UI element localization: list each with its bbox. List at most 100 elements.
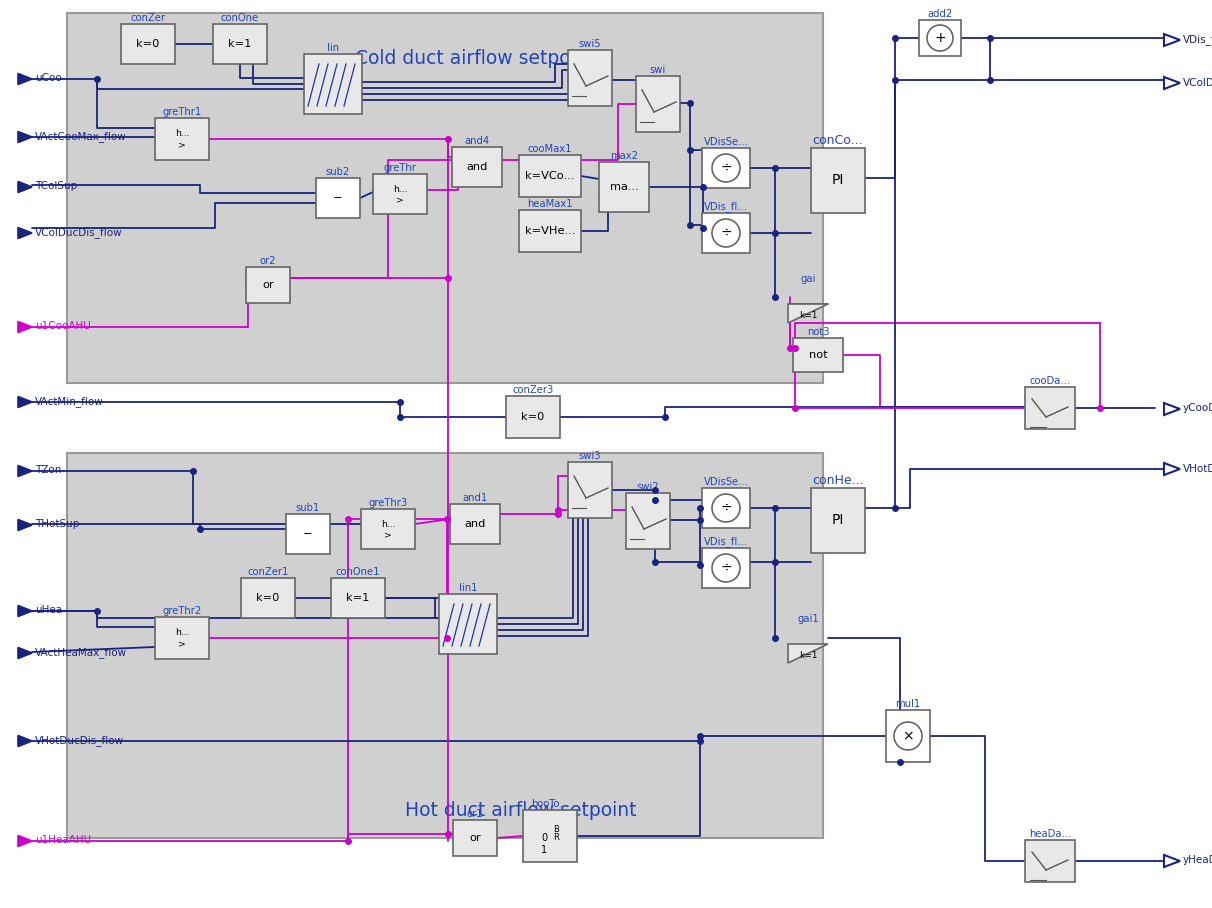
- Text: and: and: [464, 519, 486, 529]
- Circle shape: [711, 554, 741, 582]
- Text: −: −: [333, 193, 343, 203]
- Text: VDis_fl...: VDis_fl...: [704, 536, 748, 547]
- Text: VDisSe...: VDisSe...: [703, 137, 749, 147]
- Text: greThr3: greThr3: [368, 498, 407, 508]
- Text: VActMin_flow: VActMin_flow: [35, 396, 104, 407]
- Text: h...: h...: [381, 519, 395, 528]
- Polygon shape: [18, 74, 32, 84]
- Bar: [121, 24, 175, 64]
- Text: TColSup: TColSup: [35, 181, 78, 191]
- Bar: [67, 13, 823, 383]
- Text: +: +: [934, 31, 945, 45]
- Circle shape: [711, 154, 741, 182]
- Text: ÷: ÷: [720, 561, 732, 575]
- Text: swi2: swi2: [636, 482, 659, 492]
- Polygon shape: [18, 132, 32, 143]
- Bar: [568, 462, 612, 518]
- Text: conCo...: conCo...: [813, 134, 863, 147]
- Bar: [316, 178, 360, 218]
- Text: uCoo: uCoo: [35, 73, 62, 83]
- Bar: [241, 578, 295, 618]
- Text: conZer: conZer: [131, 13, 166, 23]
- Text: greThr1: greThr1: [162, 107, 201, 117]
- Polygon shape: [18, 466, 32, 477]
- Text: VHotDucDis_flow_Set: VHotDucDis_flow_Set: [1183, 463, 1212, 474]
- Polygon shape: [788, 644, 828, 663]
- Text: Hot duct airflow setpoint: Hot duct airflow setpoint: [405, 801, 636, 820]
- Polygon shape: [1164, 855, 1180, 867]
- Text: R: R: [553, 834, 559, 843]
- Text: PI: PI: [831, 173, 845, 187]
- Bar: [1025, 387, 1075, 429]
- Bar: [599, 162, 648, 212]
- Polygon shape: [1164, 34, 1180, 46]
- Bar: [702, 213, 750, 253]
- Text: greThr: greThr: [383, 163, 417, 173]
- Text: u1HeaAHU: u1HeaAHU: [35, 835, 91, 845]
- Bar: [568, 50, 612, 106]
- Bar: [702, 548, 750, 588]
- Text: booTo...: booTo...: [531, 799, 570, 809]
- Text: gai1: gai1: [797, 614, 819, 624]
- Bar: [361, 509, 415, 549]
- Text: VColDucDis_flow_Set: VColDucDis_flow_Set: [1183, 77, 1212, 88]
- Bar: [373, 174, 427, 214]
- Text: VDisSe...: VDisSe...: [703, 477, 749, 487]
- Text: k=1: k=1: [799, 311, 817, 320]
- Bar: [519, 155, 581, 197]
- Bar: [286, 514, 330, 554]
- Bar: [793, 338, 844, 372]
- Text: uHea: uHea: [35, 605, 62, 615]
- Bar: [213, 24, 267, 64]
- Circle shape: [894, 722, 922, 750]
- Text: conOne1: conOne1: [336, 567, 381, 577]
- Text: and4: and4: [464, 136, 490, 146]
- Text: ÷: ÷: [720, 226, 732, 240]
- Circle shape: [711, 219, 741, 247]
- Bar: [702, 488, 750, 528]
- Text: add2: add2: [927, 9, 953, 19]
- Text: or2: or2: [259, 256, 276, 266]
- Bar: [450, 504, 501, 544]
- Text: sub2: sub2: [326, 167, 350, 177]
- Polygon shape: [18, 735, 32, 746]
- Text: max2: max2: [610, 151, 638, 161]
- Text: k=0: k=0: [256, 593, 280, 603]
- Bar: [919, 20, 961, 56]
- Text: VHotDucDis_flow: VHotDucDis_flow: [35, 735, 124, 745]
- Text: k=VHe...: k=VHe...: [525, 226, 576, 236]
- Text: >: >: [178, 640, 185, 649]
- Text: VDis_flow_Set: VDis_flow_Set: [1183, 34, 1212, 44]
- Bar: [505, 396, 560, 438]
- Text: h...: h...: [393, 184, 407, 193]
- Bar: [519, 210, 581, 252]
- Bar: [524, 810, 577, 862]
- Bar: [627, 493, 670, 549]
- Bar: [246, 267, 290, 303]
- Text: and1: and1: [462, 493, 487, 503]
- Text: >: >: [384, 530, 391, 539]
- Text: VActHeaMax_flow: VActHeaMax_flow: [35, 647, 127, 658]
- Polygon shape: [18, 182, 32, 192]
- Polygon shape: [788, 304, 828, 323]
- Text: greThr2: greThr2: [162, 606, 201, 616]
- Text: conOne: conOne: [221, 13, 259, 23]
- Bar: [67, 453, 823, 838]
- Text: and: and: [467, 162, 487, 172]
- Text: VActCooMax_flow: VActCooMax_flow: [35, 131, 127, 142]
- Polygon shape: [1164, 77, 1180, 89]
- Text: h...: h...: [175, 628, 189, 637]
- Text: swi3: swi3: [579, 451, 601, 461]
- Text: yCooDam: yCooDam: [1183, 403, 1212, 413]
- Polygon shape: [18, 228, 32, 239]
- Text: k=1: k=1: [799, 650, 817, 659]
- Text: heaDa...: heaDa...: [1029, 829, 1071, 839]
- Text: >: >: [396, 195, 404, 204]
- Bar: [886, 710, 930, 762]
- Text: k=VCo...: k=VCo...: [525, 171, 574, 181]
- Bar: [439, 594, 497, 654]
- Text: or: or: [469, 833, 481, 843]
- Text: conZer1: conZer1: [247, 567, 288, 577]
- Text: k=0: k=0: [521, 412, 544, 422]
- Bar: [452, 147, 502, 187]
